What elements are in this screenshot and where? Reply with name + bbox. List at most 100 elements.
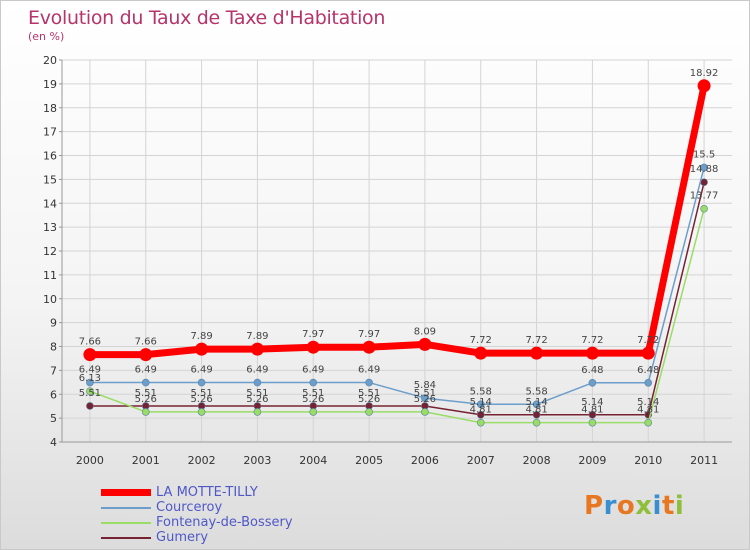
data-label-gumery: 5.51 — [302, 388, 324, 399]
data-point-fontenay-de-bossery — [309, 408, 318, 416]
data-point-gumery — [588, 410, 597, 419]
x-tick-label: 2004 — [299, 454, 327, 467]
data-label-la-motte-tilly: 7.97 — [302, 329, 324, 340]
data-point-courceroy — [421, 394, 429, 402]
data-label-gumery: 5.14 — [581, 397, 603, 408]
y-tick-label: 18 — [43, 102, 57, 115]
data-label-courceroy: 5.84 — [414, 380, 436, 391]
y-tick-label: 17 — [43, 126, 57, 139]
data-point-la-motte-tilly — [250, 342, 264, 356]
data-label-gumery: 5.51 — [414, 388, 436, 399]
x-tick-label: 2007 — [467, 454, 495, 467]
series-line-courceroy — [89, 167, 705, 406]
data-point-courceroy — [197, 378, 206, 387]
data-label-courceroy: 6.49 — [246, 365, 268, 376]
x-tick-label: 2008 — [523, 454, 551, 467]
legend-label: Courceroy — [156, 500, 223, 515]
y-tick-label: 19 — [43, 78, 57, 91]
data-point-la-motte-tilly — [306, 340, 320, 354]
legend-swatch — [101, 507, 151, 509]
legend-item-courceroy: Courceroy — [101, 500, 361, 515]
logo-letter: P — [584, 491, 604, 521]
y-tick-label: 16 — [43, 150, 57, 163]
data-point-la-motte-tilly — [697, 79, 711, 93]
legend-label: LA MOTTE-TILLY — [156, 485, 258, 500]
data-label-courceroy: 6.48 — [581, 365, 603, 376]
data-label-fontenay-de-bossery: 5.26 — [358, 394, 380, 405]
data-label-fontenay-de-bossery: 4.81 — [525, 405, 547, 416]
proxiti-logo: Proxiti — [584, 491, 684, 521]
logo-letter: i — [674, 491, 685, 521]
y-tick-label: 5 — [50, 412, 57, 425]
y-tick-label: 6 — [50, 388, 57, 401]
data-label-la-motte-tilly: 7.66 — [135, 337, 157, 348]
data-label-courceroy: 15.5 — [693, 149, 715, 160]
data-label-la-motte-tilly: 7.89 — [190, 331, 212, 342]
data-point-la-motte-tilly — [362, 340, 376, 354]
data-label-la-motte-tilly: 7.89 — [246, 331, 268, 342]
data-label-fontenay-de-bossery: 6.13 — [79, 373, 101, 384]
logo-letter: r — [603, 491, 617, 521]
data-label-gumery: 5.51 — [190, 388, 212, 399]
data-label-la-motte-tilly: 7.72 — [525, 335, 547, 346]
data-label-gumery: 5.51 — [246, 388, 268, 399]
data-label-gumery: 5.51 — [135, 388, 157, 399]
data-point-courceroy — [700, 163, 708, 172]
data-point-fontenay-de-bossery — [86, 387, 94, 395]
logo-letter: x — [635, 491, 653, 521]
data-label-fontenay-de-bossery: 4.81 — [637, 405, 659, 416]
x-tick-label: 2001 — [132, 454, 160, 467]
data-label-fontenay-de-bossery: 5.26 — [190, 394, 212, 405]
x-tick-label: 2010 — [634, 454, 662, 467]
data-label-fontenay-de-bossery: 13.77 — [690, 191, 719, 202]
data-label-courceroy: 6.49 — [302, 365, 324, 376]
data-label-fontenay-de-bossery: 4.81 — [470, 405, 492, 416]
data-label-gumery: 5.51 — [358, 388, 380, 399]
legend-swatch — [101, 489, 151, 496]
x-tick-label: 2002 — [188, 454, 216, 467]
data-label-la-motte-tilly: 7.72 — [581, 335, 603, 346]
data-point-fontenay-de-bossery — [197, 408, 206, 416]
data-label-gumery: 5.14 — [470, 397, 492, 408]
data-label-la-motte-tilly: 18.92 — [690, 68, 719, 79]
data-label-gumery: 5.14 — [525, 397, 547, 408]
y-tick-label: 8 — [50, 341, 57, 354]
data-point-courceroy — [365, 378, 373, 387]
y-tick-label: 7 — [50, 364, 57, 377]
logo-letter: t — [661, 491, 675, 521]
data-label-gumery: 14.88 — [690, 164, 719, 175]
y-tick-label: 4 — [50, 436, 57, 449]
data-label-la-motte-tilly: 8.09 — [414, 326, 436, 337]
legend-swatch — [101, 537, 151, 539]
y-tick-label: 9 — [50, 317, 57, 330]
data-point-fontenay-de-bossery — [588, 418, 597, 427]
x-tick-label: 2011 — [690, 454, 718, 467]
data-label-courceroy: 6.49 — [135, 365, 157, 376]
series-line-gumery — [89, 182, 705, 416]
x-tick-label: 2005 — [355, 454, 383, 467]
data-label-gumery: 5.51 — [79, 388, 101, 399]
data-label-fontenay-de-bossery: 4.81 — [581, 405, 603, 416]
legend: LA MOTTE-TILLY Courceroy Fontenay-de-Bosse… — [101, 485, 361, 545]
data-point-fontenay-de-bossery — [644, 418, 653, 427]
data-point-la-motte-tilly — [530, 346, 544, 360]
data-label-courceroy: 6.49 — [190, 365, 212, 376]
y-tick-label: 20 — [43, 54, 57, 67]
data-label-fontenay-de-bossery: 5.26 — [302, 394, 324, 405]
y-tick-label: 15 — [43, 173, 57, 186]
data-label-fontenay-de-bossery: 5.26 — [135, 394, 157, 405]
series-line-fontenay-de-bossery — [89, 208, 705, 424]
data-point-gumery — [86, 402, 94, 410]
data-label-gumery: 5.14 — [637, 397, 659, 408]
y-tick-label: 12 — [43, 245, 57, 258]
legend-label: Fontenay-de-Bossery — [156, 515, 293, 530]
data-label-courceroy: 6.49 — [358, 365, 380, 376]
data-label-courceroy: 5.58 — [525, 386, 547, 397]
data-point-la-motte-tilly — [139, 348, 153, 362]
data-point-gumery — [476, 410, 485, 419]
y-tick-label: 10 — [43, 293, 57, 306]
data-label-fontenay-de-bossery: 5.26 — [246, 394, 268, 405]
data-point-courceroy — [253, 378, 262, 387]
logo-letter: i — [652, 491, 662, 521]
